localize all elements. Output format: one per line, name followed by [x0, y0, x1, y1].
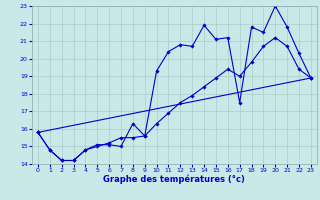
X-axis label: Graphe des températures (°c): Graphe des températures (°c): [103, 175, 245, 184]
